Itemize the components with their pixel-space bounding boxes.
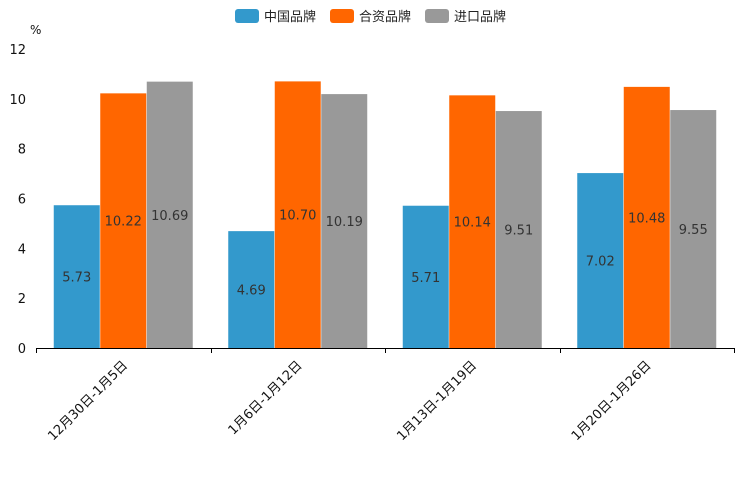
data-label-4-3: 9.55 — [679, 223, 708, 238]
y-tick-label: 10 — [9, 93, 26, 108]
data-label-1-2: 10.22 — [105, 215, 142, 230]
legend-swatch — [235, 9, 259, 23]
legend-label: 合资品牌 — [359, 9, 411, 25]
legend-item-2: 合资品牌 — [330, 9, 411, 25]
y-axis-unit-label: % — [30, 23, 41, 37]
x-axis: 12月30日-1月5日 1月6日-1月12日 1月13日-1月19日 1月20日-1月… — [36, 348, 735, 444]
x-tick-label: 12月30日-1月5日 — [45, 358, 131, 444]
y-tick-label: 8 — [18, 143, 26, 158]
y-tick-label: 12 — [9, 43, 26, 58]
data-labels: 5.73 10.22 10.69 4.69 10.70 10.19 5.71 10.14 9.5… — [62, 209, 707, 299]
x-tick-label: 1月20日-1月26日 — [569, 358, 655, 444]
y-tick-label: 4 — [18, 242, 26, 257]
legend-label: 中国品牌 — [264, 9, 316, 25]
data-label-2-1: 4.69 — [237, 284, 266, 299]
data-label-3-1: 5.71 — [411, 271, 440, 286]
y-tick-label: 2 — [18, 292, 26, 307]
data-label-4-2: 10.48 — [628, 211, 665, 226]
bar-3-3 — [495, 111, 542, 348]
bar-3-2 — [449, 95, 496, 348]
bar-4-2 — [623, 86, 670, 348]
data-label-3-3: 9.51 — [504, 224, 533, 239]
bar-2-3 — [321, 94, 368, 348]
data-label-4-1: 7.02 — [586, 255, 615, 270]
legend-swatch — [330, 9, 354, 23]
x-tick-label: 1月6日-1月12日 — [226, 358, 306, 438]
legend-item-1: 中国品牌 — [235, 9, 316, 25]
bar-2-1 — [228, 231, 275, 348]
bar-2-2 — [274, 81, 321, 349]
x-tick-label: 1月13日-1月19日 — [394, 358, 480, 444]
bar-3-1 — [402, 205, 449, 348]
data-label-1-1: 5.73 — [62, 271, 91, 286]
bar-4-3 — [670, 110, 717, 348]
legend-label: 进口品牌 — [454, 9, 506, 25]
legend: 中国品牌 合资品牌 进口品牌 — [235, 9, 506, 25]
data-label-2-3: 10.19 — [326, 215, 363, 230]
data-label-1-3: 10.69 — [151, 209, 188, 224]
legend-swatch — [425, 9, 449, 23]
data-label-3-2: 10.14 — [454, 216, 491, 231]
bar-1-1 — [53, 205, 100, 348]
y-axis: 0 2 4 6 8 10 12 — [9, 43, 26, 357]
bar-1-3 — [146, 81, 193, 348]
bars — [53, 81, 717, 349]
legend-item-3: 进口品牌 — [425, 9, 506, 25]
y-tick-label: 6 — [18, 193, 26, 208]
y-tick-label: 0 — [18, 342, 26, 357]
data-label-2-2: 10.70 — [279, 209, 316, 224]
bar-4-1 — [577, 173, 624, 348]
bar-1-2 — [100, 93, 147, 348]
